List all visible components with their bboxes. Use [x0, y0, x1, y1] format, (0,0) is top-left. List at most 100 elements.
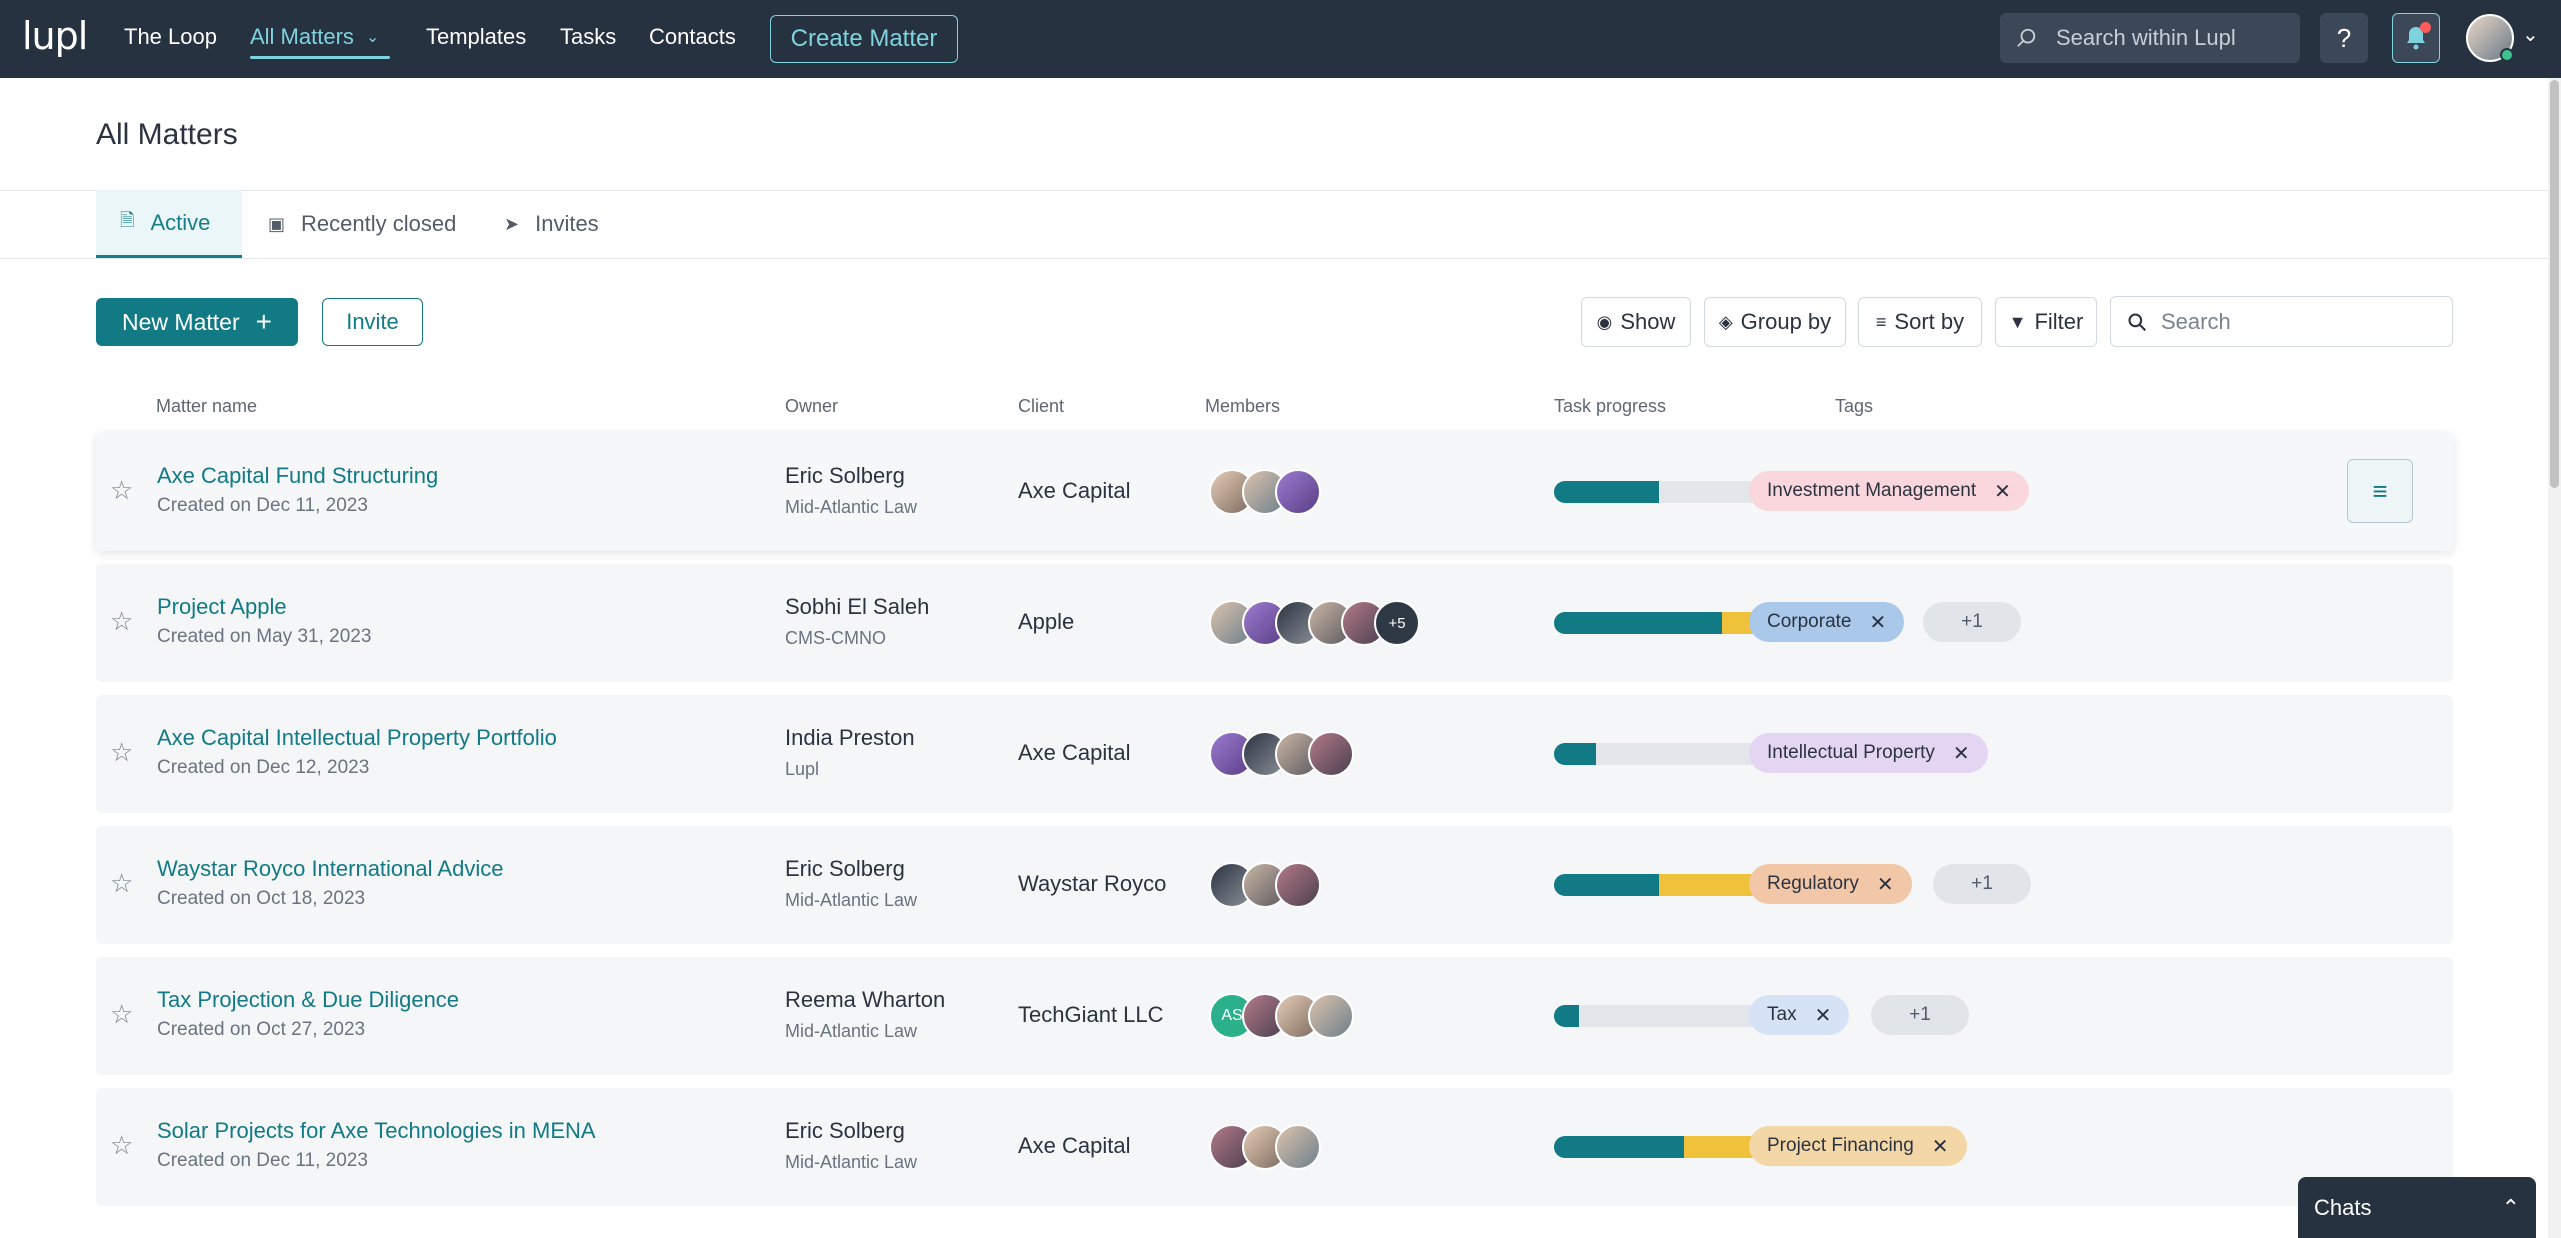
column-header-matter-name[interactable]: Matter name: [156, 396, 258, 416]
eye-icon: ◉: [1596, 311, 1613, 332]
close-icon[interactable]: ✕: [1876, 873, 1894, 896]
close-icon[interactable]: ✕: [1931, 1135, 1949, 1158]
close-icon[interactable]: ✕: [1952, 742, 1970, 765]
task-progress-bar: [1554, 874, 1764, 896]
table-row[interactable]: ☆ Axe Capital Intellectual Property Port…: [96, 695, 2453, 813]
notifications-button[interactable]: [2392, 13, 2440, 63]
global-search-input[interactable]: Search within Lupl: [2000, 13, 2300, 63]
tab-invites-label: Invites: [535, 211, 599, 236]
progress-completed-segment: [1554, 874, 1659, 896]
online-status-indicator: [2500, 48, 2514, 62]
table-row[interactable]: ☆ Waystar Royco International Advice Cre…: [96, 826, 2453, 944]
tab-recently-closed[interactable]: ▣ Recently closed: [244, 190, 480, 258]
close-icon[interactable]: ✕: [1814, 1004, 1832, 1027]
owner-organization: Mid-Atlantic Law: [785, 497, 918, 517]
progress-completed-segment: [1554, 1005, 1579, 1027]
star-icon[interactable]: ☆: [110, 606, 134, 636]
page-scrollbar-thumb[interactable]: [2550, 80, 2559, 488]
tag-chip[interactable]: Regulatory ✕: [1749, 864, 1912, 904]
chats-label: Chats: [2314, 1194, 2372, 1220]
owner-organization: Lupl: [785, 759, 820, 779]
star-icon[interactable]: ☆: [110, 737, 134, 767]
star-icon[interactable]: ☆: [110, 475, 134, 505]
row-actions-button[interactable]: ≡: [2347, 459, 2413, 523]
table-row[interactable]: ☆ Axe Capital Fund Structuring Created o…: [96, 433, 2453, 551]
sort-by-button[interactable]: ≡ Sort by: [1858, 297, 1982, 347]
tab-invites[interactable]: ➤ Invites: [480, 190, 623, 258]
tag-label: Investment Management: [1767, 480, 1977, 501]
table-row[interactable]: ☆ Solar Projects for Axe Technologies in…: [96, 1088, 2453, 1206]
tab-recently-closed-label: Recently closed: [301, 211, 457, 236]
nav-all-matters[interactable]: All Matters ⌄: [250, 24, 379, 50]
member-avatar[interactable]: [1308, 993, 1354, 1039]
nav-contacts[interactable]: Contacts: [649, 24, 736, 49]
tags-overflow-count[interactable]: +1: [1923, 602, 2021, 642]
nav-active-indicator: [250, 56, 390, 59]
close-icon[interactable]: ✕: [1869, 611, 1887, 634]
tag-label: Intellectual Property: [1767, 742, 1935, 763]
search-icon: [2128, 312, 2147, 331]
progress-completed-segment: [1554, 481, 1659, 503]
client-name: Waystar Royco: [1018, 871, 1167, 896]
task-progress-bar: [1554, 1005, 1764, 1027]
matter-name-link[interactable]: Solar Projects for Axe Technologies in M…: [157, 1118, 596, 1143]
column-header-owner[interactable]: Owner: [785, 396, 839, 416]
star-icon[interactable]: ☆: [110, 999, 134, 1029]
column-header-client[interactable]: Client: [1018, 396, 1065, 416]
matter-search-input[interactable]: Search: [2110, 296, 2453, 347]
nav-tasks[interactable]: Tasks: [560, 24, 617, 49]
star-icon[interactable]: ☆: [110, 868, 134, 898]
column-header-task-progress[interactable]: Task progress: [1554, 396, 1667, 416]
client-name: Axe Capital: [1018, 740, 1131, 765]
tag-chip[interactable]: Tax ✕: [1749, 995, 1850, 1035]
notification-dot: [2420, 22, 2431, 33]
member-avatar[interactable]: [1308, 731, 1354, 777]
chats-panel-toggle[interactable]: Chats ⌃: [2298, 1177, 2536, 1238]
table-row[interactable]: ☆ Tax Projection & Due Diligence Created…: [96, 957, 2453, 1075]
client-name: Axe Capital: [1018, 1133, 1131, 1158]
show-button[interactable]: ◉ Show: [1581, 297, 1691, 347]
group-by-button[interactable]: ◈ Group by: [1704, 297, 1846, 347]
help-button[interactable]: ?: [2320, 13, 2368, 63]
progress-completed-segment: [1554, 743, 1596, 765]
nav-the-loop[interactable]: The Loop: [124, 24, 217, 49]
star-icon[interactable]: ☆: [110, 1130, 134, 1160]
nav-templates[interactable]: Templates: [426, 24, 527, 49]
members-overflow-count[interactable]: +5: [1374, 600, 1420, 646]
chevron-down-icon[interactable]: ⌄: [2522, 24, 2539, 46]
matter-name-link[interactable]: Axe Capital Fund Structuring: [157, 463, 439, 488]
member-avatar[interactable]: [1275, 862, 1321, 908]
tab-active[interactable]: 🗎 Active: [96, 190, 242, 258]
member-avatar[interactable]: [1275, 469, 1321, 515]
tag-label: Project Financing: [1767, 1135, 1914, 1156]
member-avatar[interactable]: [1275, 1124, 1321, 1170]
tag-chip[interactable]: Intellectual Property ✕: [1749, 733, 1988, 773]
tag-chip[interactable]: Investment Management ✕: [1749, 471, 2029, 511]
close-icon[interactable]: ✕: [1994, 480, 2011, 503]
plus-icon: +: [255, 306, 272, 337]
show-label: Show: [1620, 309, 1676, 334]
send-icon: ➤: [504, 213, 520, 234]
matter-name-link[interactable]: Project Apple: [157, 594, 287, 619]
tags-overflow-count[interactable]: +1: [1933, 864, 2031, 904]
chevron-down-icon: ⌄: [365, 29, 380, 46]
group-by-label: Group by: [1740, 309, 1832, 334]
filter-button[interactable]: ▼ Filter: [1995, 297, 2097, 347]
column-header-members[interactable]: Members: [1205, 396, 1281, 416]
sort-icon: ≡: [1875, 311, 1887, 332]
matter-name-link[interactable]: Axe Capital Intellectual Property Portfo…: [157, 725, 557, 750]
matter-created-date: Created on Dec 11, 2023: [157, 1150, 368, 1171]
lupl-logo[interactable]: lupl: [22, 14, 88, 58]
column-header-tags[interactable]: Tags: [1835, 396, 1874, 416]
new-matter-button[interactable]: New Matter +: [96, 298, 298, 346]
invite-button[interactable]: Invite: [322, 298, 423, 346]
matter-name-link[interactable]: Tax Projection & Due Diligence: [157, 987, 460, 1012]
tag-chip[interactable]: Corporate ✕: [1749, 602, 1905, 642]
create-matter-button[interactable]: Create Matter: [770, 15, 958, 63]
owner-organization: Mid-Atlantic Law: [785, 1152, 918, 1172]
tag-chip[interactable]: Project Financing ✕: [1749, 1126, 1967, 1166]
matter-created-date: Created on Oct 27, 2023: [157, 1019, 366, 1040]
tags-overflow-count[interactable]: +1: [1871, 995, 1969, 1035]
matter-name-link[interactable]: Waystar Royco International Advice: [157, 856, 504, 881]
table-row[interactable]: ☆ Project Apple Created on May 31, 2023 …: [96, 564, 2453, 682]
